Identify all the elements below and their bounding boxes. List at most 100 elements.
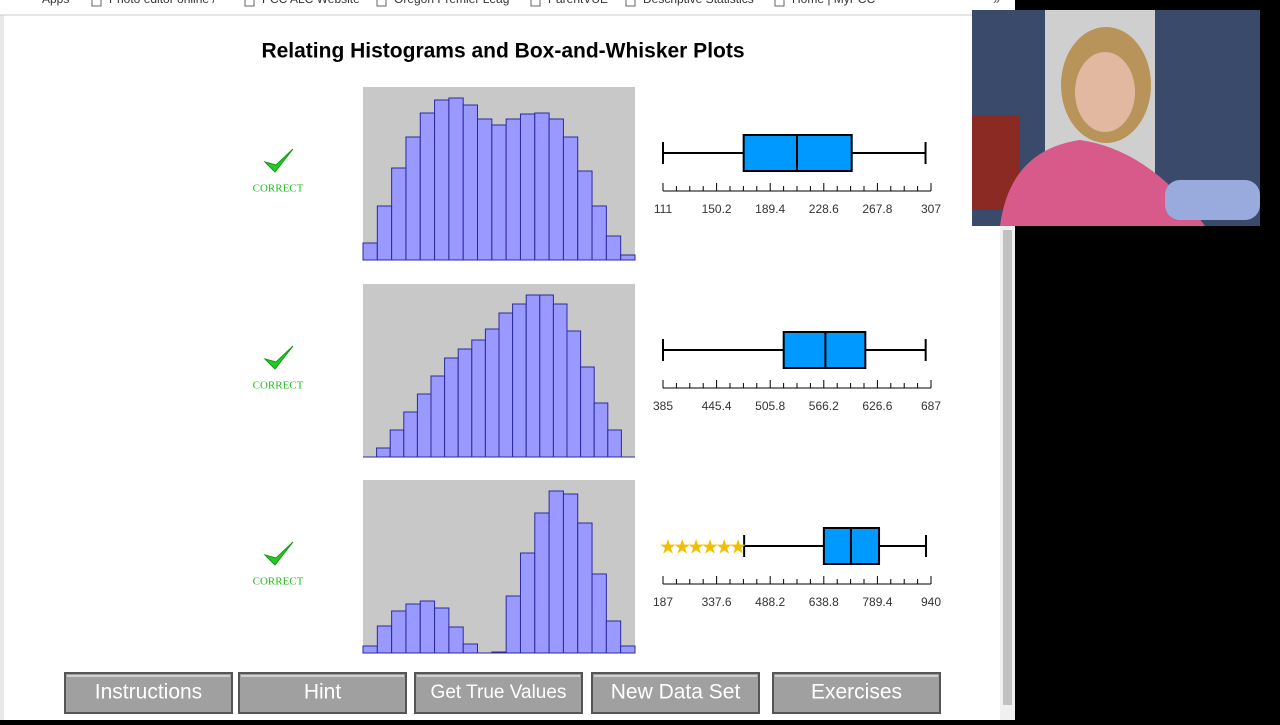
button-label[interactable]: Exercises: [811, 681, 902, 704]
button-highlight: [67, 675, 230, 677]
outlier: ★: [687, 536, 705, 558]
tick-label: 488.2: [755, 595, 785, 609]
tick-label: 626.6: [862, 399, 892, 413]
bookmark-icon: [376, 0, 387, 7]
scrollbar-thumb[interactable]: [1003, 230, 1012, 705]
histogram-bar: [534, 112, 550, 261]
tick-label: 267.8: [862, 202, 892, 216]
button-label[interactable]: Instructions: [95, 681, 202, 704]
bookmark[interactable]: Oregon Premier Leag: [394, 0, 509, 6]
histogram-bar: [448, 626, 464, 654]
histogram-bar: [539, 294, 554, 458]
button[interactable]: [64, 672, 233, 714]
tick-label: 566.2: [809, 399, 839, 413]
page-title: Relating Histograms and Box-and-Whisker …: [261, 40, 744, 63]
tick-label: 385: [653, 399, 673, 413]
button[interactable]: [591, 672, 760, 714]
tick-label: 789.4: [862, 595, 892, 609]
button[interactable]: [772, 672, 941, 714]
bookmark[interactable]: Photo editor online /: [109, 0, 216, 6]
bookmark-icon: [530, 0, 541, 7]
bookmark-icon: [91, 0, 102, 7]
histogram-bar: [548, 490, 564, 654]
button-highlight: [241, 675, 404, 677]
webcam-object: [1165, 180, 1260, 220]
histogram-bar: [577, 522, 593, 654]
histogram-bar: [519, 113, 536, 261]
outlier: ★: [659, 536, 677, 558]
bookmark-icon: [774, 0, 785, 7]
histogram-bar: [403, 411, 418, 458]
histogram-bar: [620, 645, 636, 654]
status: CORRECT: [253, 576, 304, 588]
histogram-bar: [434, 99, 450, 261]
histogram-bar: [362, 242, 378, 261]
tick-label: 189.4: [755, 202, 785, 216]
histogram-bar: [512, 303, 527, 458]
histogram-bar: [376, 205, 393, 261]
check-mark: [263, 148, 294, 173]
tick-label: 638.8: [809, 595, 839, 609]
bookmark[interactable]: Apps: [42, 0, 69, 6]
tick-label: 111: [654, 202, 673, 216]
histogram-bar: [405, 136, 421, 261]
button-label[interactable]: Hint: [304, 681, 342, 704]
histogram-bar: [498, 312, 514, 458]
histogram-bar: [376, 447, 391, 458]
histogram-bar: [548, 118, 564, 261]
histogram-bar: [448, 97, 464, 261]
histogram-bar: [577, 170, 593, 261]
bookmark[interactable]: ParentVUE: [548, 0, 608, 6]
histogram-bar: [416, 393, 432, 458]
histogram-bar: [376, 625, 393, 654]
histogram-bar: [534, 512, 550, 654]
histogram-bar: [580, 366, 595, 458]
histogram-bar: [471, 339, 486, 458]
button[interactable]: [414, 672, 583, 714]
tick-label: 940: [921, 595, 941, 609]
histogram-bar: [591, 205, 607, 261]
histogram-bar: [419, 112, 436, 261]
histogram-bar: [391, 167, 407, 261]
tick-label: 187: [653, 595, 673, 609]
histogram-bar: [491, 124, 507, 261]
bookmark[interactable]: Descriptive Statistics: [643, 0, 754, 6]
tick-label: 505.8: [755, 399, 785, 413]
outlier: ★: [701, 536, 719, 558]
histogram-bar: [434, 607, 450, 654]
histogram-bar: [457, 348, 473, 458]
tick-label: 337.6: [702, 595, 732, 609]
histogram-bar: [362, 645, 378, 654]
webcam: [972, 10, 1260, 226]
status: CORRECT: [253, 183, 304, 195]
bookmark[interactable]: PCC ALC Website: [262, 0, 360, 6]
histogram-bar: [562, 493, 579, 654]
histogram-bar: [607, 429, 622, 458]
button-label[interactable]: Get True Values: [431, 682, 567, 703]
histogram-bar: [552, 303, 568, 458]
histogram-bar: [462, 643, 479, 654]
histogram-bar: [419, 600, 436, 654]
histogram-bar: [477, 118, 493, 261]
tick-label: 228.6: [809, 202, 839, 216]
histogram-bar: [430, 375, 446, 458]
bookmark-icon: [625, 0, 636, 7]
overflow-chevron[interactable]: »: [993, 0, 1000, 7]
bookmark[interactable]: Home | MyPCC: [792, 0, 875, 6]
histogram-bar: [391, 610, 407, 654]
histogram-bar: [505, 118, 521, 261]
histogram-bar: [405, 603, 421, 654]
button-highlight: [594, 675, 757, 677]
outlier: ★: [673, 536, 691, 558]
histogram-bar: [484, 328, 500, 458]
histogram-bar: [389, 429, 405, 458]
button-label[interactable]: New Data Set: [611, 681, 741, 704]
tick-label: 307: [921, 202, 941, 216]
histogram-bar: [566, 330, 582, 458]
button[interactable]: [238, 672, 407, 714]
histogram-bar: [505, 595, 521, 654]
histogram-bar: [562, 136, 579, 261]
left-edge: [0, 0, 4, 720]
outlier: ★: [729, 536, 747, 558]
